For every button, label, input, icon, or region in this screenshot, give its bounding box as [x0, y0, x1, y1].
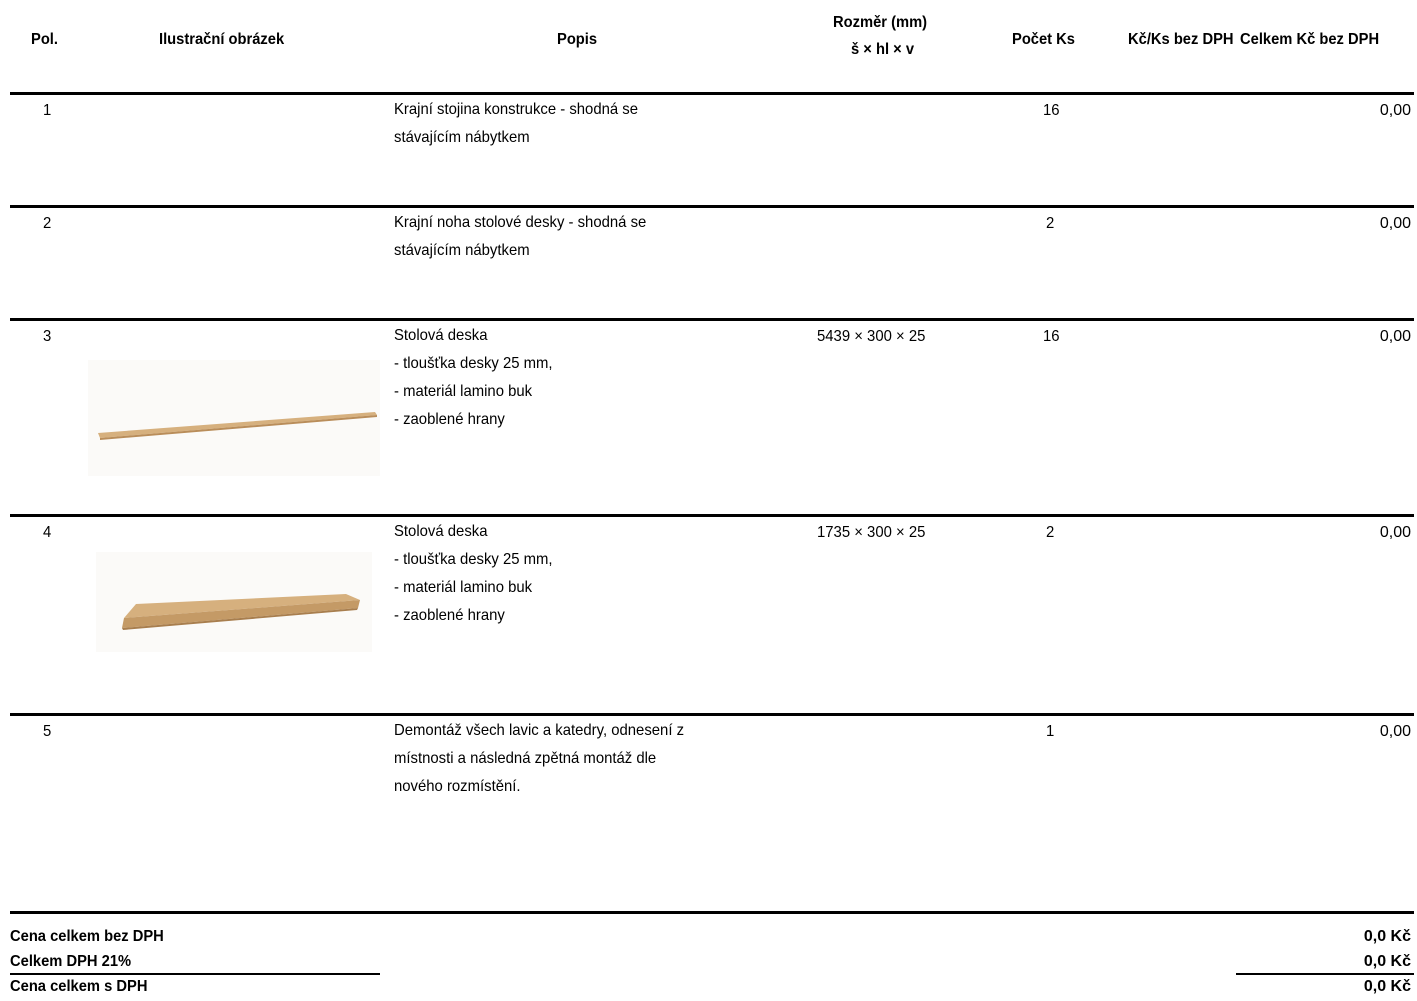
row-quantity: 2 [1046, 524, 1055, 541]
row-total: 0,00 [1379, 215, 1411, 232]
header-image: Ilustrační obrázek [159, 31, 285, 48]
row-quantity: 2 [1046, 215, 1055, 232]
row-description: Krajní noha stolové desky - shodná se st… [394, 214, 647, 259]
header-dimensions-axes: š × hl × v [851, 41, 915, 58]
row-divider [10, 318, 1414, 321]
row-quantity: 16 [1043, 102, 1060, 119]
header-total: Celkem Kč bez DPH [1240, 31, 1380, 48]
header-pos: Pol. [31, 31, 58, 48]
total-label-rule [10, 973, 380, 975]
row-total: 0,00 [1379, 524, 1411, 541]
board-short-image [96, 552, 372, 652]
total-value-rule [1236, 973, 1414, 975]
row-position: 1 [43, 102, 52, 119]
board-edge [122, 600, 360, 628]
header-dimensions: Rozměr (mm) [833, 14, 928, 31]
grand-total-value: 0,0 Kč [1363, 978, 1411, 995]
row-dimensions: 5439 × 300 × 25 [817, 328, 926, 345]
subtotal-value: 0,0 Kč [1363, 928, 1411, 945]
row-position: 4 [43, 524, 52, 541]
board-long-image [88, 360, 380, 476]
row-position: 5 [43, 723, 52, 740]
board-edge [100, 415, 377, 440]
row-total: 0,00 [1379, 723, 1411, 740]
vat-label: Celkem DPH 21% [10, 953, 132, 970]
board-top-surface [124, 594, 360, 618]
row-dimensions: 1735 × 300 × 25 [817, 524, 926, 541]
summary-divider [10, 911, 1414, 914]
row-quantity: 16 [1043, 328, 1060, 345]
row-position: 3 [43, 328, 52, 345]
row-total: 0,00 [1379, 102, 1411, 119]
row-divider [10, 514, 1414, 517]
subtotal-label: Cena celkem bez DPH [10, 928, 164, 945]
row-divider [10, 92, 1414, 95]
row-position: 2 [43, 215, 52, 232]
row-description: Stolová deska - tloušťka desky 25 mm, - … [394, 523, 553, 624]
row-divider [10, 205, 1414, 208]
header-description: Popis [557, 31, 598, 48]
grand-total-label: Cena celkem s DPH [10, 978, 148, 995]
vat-value: 0,0 Kč [1363, 953, 1411, 970]
board-top-surface [98, 412, 377, 438]
header-unit-price: Kč/Ks bez DPH [1128, 31, 1234, 48]
header-quantity: Počet Ks [1012, 31, 1075, 48]
row-quantity: 1 [1046, 723, 1055, 740]
row-description: Demontáž všech lavic a katedry, odnesení… [394, 722, 685, 795]
row-description: Krajní stojina konstrukce - shodná se st… [394, 101, 638, 146]
row-divider [10, 713, 1414, 716]
row-total: 0,00 [1379, 328, 1411, 345]
row-description: Stolová deska - tloušťka desky 25 mm, - … [394, 327, 553, 428]
